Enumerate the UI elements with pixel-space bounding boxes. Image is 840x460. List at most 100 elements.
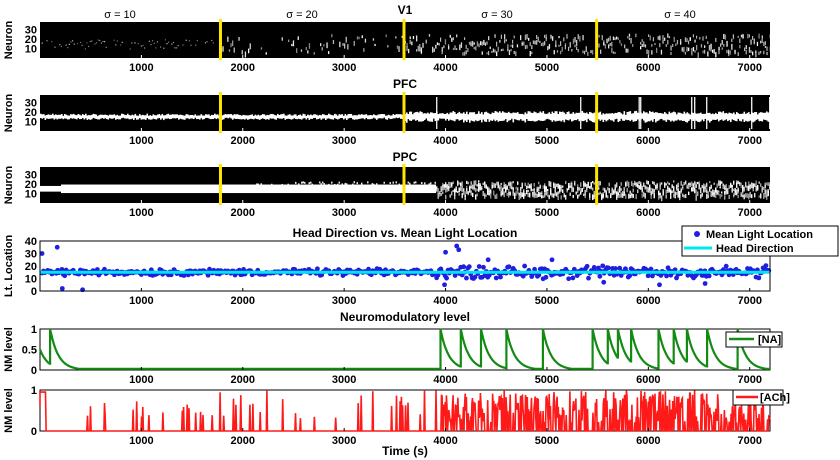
ppc-band — [409, 182, 411, 185]
ppc-band — [413, 184, 416, 194]
ppc-x-tick-label: 7000 — [737, 207, 761, 219]
ppc-spike — [688, 191, 690, 196]
ppc-band — [208, 184, 210, 194]
pfc-bump — [86, 115, 89, 120]
ppc-band — [286, 184, 288, 194]
light-location-point — [570, 275, 576, 281]
ppc-spike — [481, 185, 483, 190]
v1-spike — [156, 41, 158, 43]
pfc-bump — [115, 115, 117, 120]
na-x-tick-label: 2000 — [231, 374, 255, 386]
ppc-band — [125, 184, 128, 194]
v1-spike — [726, 40, 728, 47]
v1-spike — [510, 44, 512, 47]
ppc-spike — [484, 181, 486, 185]
light-y-tick-label: 30 — [25, 249, 37, 261]
ppc-band — [157, 184, 159, 194]
ppc-spike — [593, 182, 595, 185]
v1-spike — [326, 42, 328, 49]
ppc-spike — [635, 182, 637, 187]
pfc-bump — [605, 113, 608, 122]
pfc-bump — [245, 115, 248, 119]
v1-spike — [460, 42, 463, 48]
ppc-spike — [593, 190, 595, 197]
pfc-bump — [665, 113, 668, 122]
ppc-spike — [527, 182, 529, 186]
ppc-spike — [700, 187, 702, 194]
ppc-spike — [748, 181, 750, 186]
pfc-bump — [617, 112, 620, 123]
v1-spike — [420, 50, 422, 55]
v1-spike — [480, 41, 482, 46]
ppc-band — [271, 184, 273, 194]
ppc-band — [248, 184, 251, 194]
pfc-y-tick-label: 10 — [25, 117, 37, 129]
legend-label-light-location: Mean Light Location — [706, 229, 813, 241]
ppc-spike — [560, 195, 562, 200]
ppc-band — [104, 184, 107, 194]
ppc-band — [238, 184, 240, 194]
v1-spike — [512, 39, 514, 44]
v1-spike — [704, 45, 706, 48]
light-location-point — [442, 282, 447, 288]
pfc-burst — [706, 97, 708, 129]
v1-spike — [185, 39, 187, 41]
ppc-spike — [619, 194, 621, 199]
ppc-spike — [671, 184, 673, 189]
v1-spike — [529, 51, 531, 57]
ppc-band — [121, 184, 123, 194]
ppc-spike — [679, 194, 681, 201]
ppc-spike — [634, 180, 636, 186]
ppc-spike — [584, 182, 586, 187]
v1-spike — [73, 43, 75, 45]
light-location-point — [605, 265, 611, 271]
ppc-band — [272, 184, 275, 194]
ppc-spike — [755, 180, 757, 186]
pfc-bump — [181, 114, 183, 120]
ppc-band — [392, 181, 394, 184]
ppc-spike — [649, 184, 651, 190]
ppc-band — [388, 184, 390, 194]
ppc-band — [88, 184, 90, 194]
ppc-spike — [590, 186, 592, 189]
ppc-spike — [736, 192, 738, 196]
pfc-bump — [329, 114, 332, 120]
ppc-spike — [616, 182, 618, 188]
ppc-band — [334, 184, 336, 194]
ppc-spike — [763, 193, 765, 200]
v1-spike — [550, 34, 552, 38]
v1-spike — [160, 46, 162, 48]
v1-spike — [81, 44, 83, 46]
pfc-bump — [727, 113, 729, 122]
pfc-bump — [485, 111, 488, 122]
pfc-bump — [758, 112, 761, 122]
v1-spike — [563, 37, 565, 42]
ppc-band — [328, 184, 330, 194]
ppc-band — [251, 184, 254, 194]
v1-spike — [356, 36, 359, 40]
ppc-spike — [467, 181, 469, 185]
ppc-spike — [605, 189, 607, 193]
pfc-bump — [172, 114, 174, 119]
ppc-band — [268, 184, 270, 194]
ppc-spike — [725, 189, 727, 195]
ppc-spike — [494, 183, 496, 188]
ppc-spike — [652, 181, 654, 184]
pfc-bump — [698, 113, 701, 123]
v1-spike — [702, 50, 704, 54]
pfc-bump — [70, 114, 72, 119]
ppc-spike — [517, 181, 519, 185]
pfc-bump — [455, 114, 458, 120]
v1-spike — [206, 41, 208, 43]
ppc-spike — [545, 190, 547, 196]
v1-spike — [556, 50, 559, 53]
ppc-band — [334, 184, 336, 187]
ppc-spike — [674, 193, 676, 199]
ppc-spike — [467, 192, 469, 196]
ppc-spike — [574, 182, 576, 186]
pfc-bump — [197, 115, 200, 119]
sigma-label: σ = 40 — [664, 9, 696, 21]
pfc-bump — [611, 113, 614, 121]
light-panel — [39, 240, 772, 293]
pfc-bump — [470, 112, 473, 121]
